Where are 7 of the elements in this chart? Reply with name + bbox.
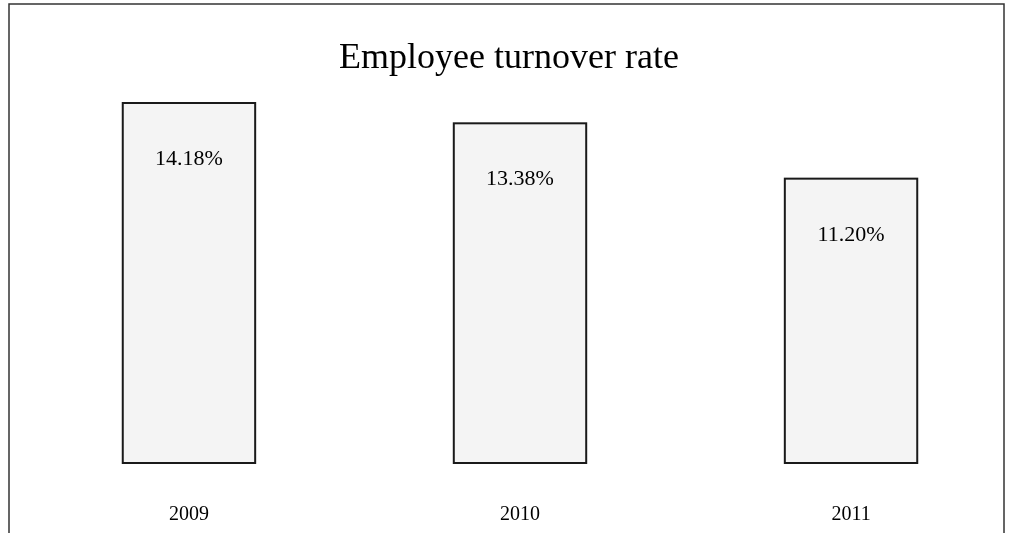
- data-label: 11.20%: [817, 220, 885, 246]
- data-label: 14.18%: [155, 145, 223, 170]
- x-tick-label: 2011: [831, 502, 871, 524]
- chart-title: Employee turnover rate: [339, 36, 679, 76]
- data-label: 13.38%: [486, 165, 554, 191]
- x-tick-label: 2010: [500, 502, 540, 524]
- x-tick-label: 2009: [168, 502, 209, 524]
